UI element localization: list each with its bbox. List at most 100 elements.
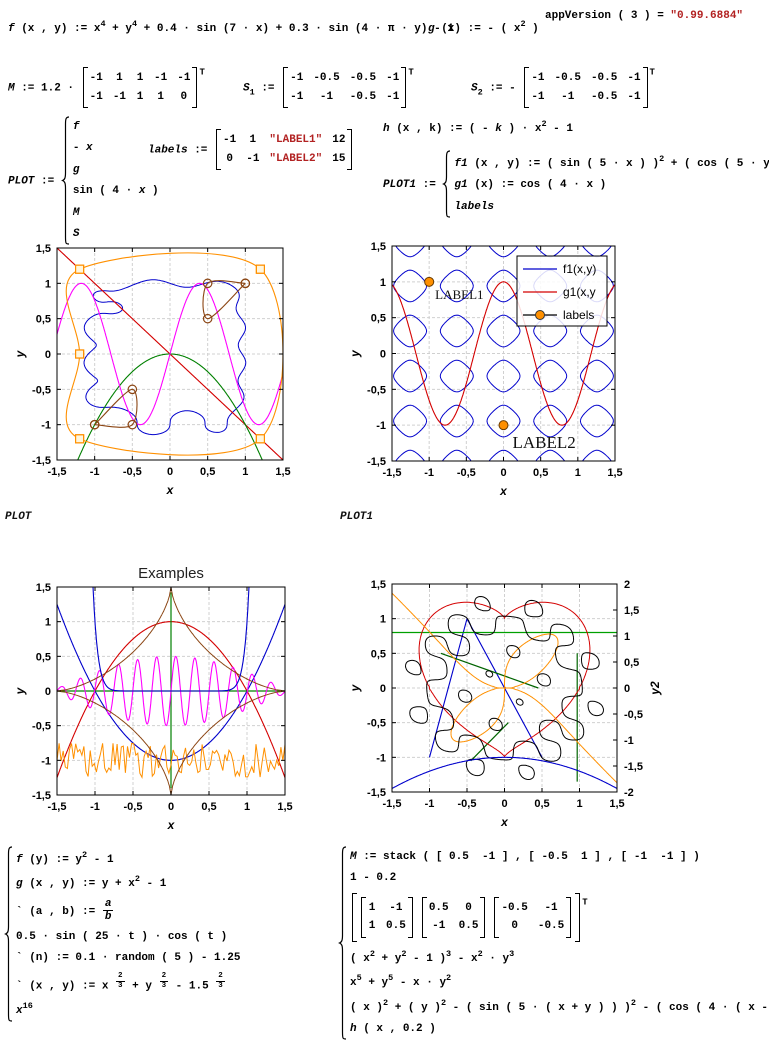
- x-tick-label: 1,5: [609, 798, 624, 810]
- y-tick-label: -1,5: [367, 787, 386, 799]
- matrix-grid: -1 1 "LABEL1" 12 0 -1 "LABEL2" 15: [223, 132, 345, 167]
- superscript: 2: [446, 973, 452, 983]
- legend-entry-label: labels: [563, 308, 594, 322]
- superscript: 16: [22, 1000, 33, 1011]
- math-variable: f1: [454, 157, 468, 170]
- formula-S2-matrix[interactable]: S2 := - -1 -0.5 -0.5 -1 -1 -1 -0.5 -1 T: [471, 66, 655, 109]
- curve-f-contour: [83, 279, 247, 436]
- x-tick-label: 1,5: [607, 467, 622, 479]
- superscript: 5: [356, 973, 362, 983]
- y-tick-label: 1,5: [371, 241, 386, 253]
- matrix: 0.5 0 -1 0.5: [421, 896, 486, 938]
- x-tick-label: -1: [90, 466, 100, 478]
- system-group: M := stack ( [ 0.5 -1 ] , [ -0.5 1 ] , […: [338, 846, 769, 1040]
- transpose-superscript: T: [408, 67, 414, 78]
- x-tick-label: -0,5: [124, 801, 143, 813]
- math-text: ( x , 0.2 ): [356, 1023, 436, 1035]
- x-tick-label: 1,5: [275, 466, 290, 478]
- math-variable: x: [138, 185, 146, 197]
- formula-labels-matrix[interactable]: labels := -1 1 "LABEL1" 12 0 -1 "LABEL2" 15: [148, 128, 354, 171]
- series-matrix-segments: [440, 652, 578, 782]
- y2-tick-label: 0,5: [624, 657, 639, 669]
- math-text: -: [72, 142, 87, 154]
- y-tick-label: -1,5: [32, 790, 51, 802]
- matrix-cell: 1: [136, 90, 144, 103]
- plot-PLOT[interactable]: -1,5 -1 -0,5 0 0,5 1 1,5 -1,5 -1 -0,5 0 0,5 1 1,5 x y: [12, 238, 332, 530]
- series-f-contour: [83, 279, 247, 436]
- system-line: M := stack ( [ 0.5 -1 ] , [ -0.5 1 ] , […: [350, 846, 769, 868]
- marker-circle: [240, 278, 251, 289]
- math-variable: h: [350, 1023, 357, 1035]
- curve-sin-4x: [57, 282, 283, 426]
- system-brace: [442, 150, 451, 218]
- matrix-cell: -1: [290, 72, 304, 84]
- brace-icon: [442, 150, 451, 218]
- plot-PLOT1[interactable]: LABEL1 LABEL2 -1,5 -1 -0,5 0 0,5 1 1,5 -1,5 -1 -0,5…: [348, 238, 668, 530]
- matrix-cell: -1: [89, 90, 103, 103]
- math-text: :=: [34, 175, 61, 188]
- math-variable: h: [383, 123, 390, 135]
- matrix-cell: 1: [249, 134, 257, 146]
- matrix-cell: -1: [531, 72, 545, 84]
- y-tick-label: 0: [45, 349, 51, 361]
- formula-f-definition[interactable]: f (x , y) := x4 + y4 + 0.4 · sin (7 · x)…: [8, 18, 454, 38]
- math-text: + 0.4 · sin (7 · x) + 0.3 · sin (4 · π ·…: [137, 23, 454, 35]
- x-tick-label: -1,5: [48, 466, 67, 478]
- x-tick-label: 0: [168, 801, 174, 813]
- math-text: 2: [218, 971, 223, 980]
- formula-PLOT-system[interactable]: PLOT := f- x g sin ( 4 · x ) M S: [8, 116, 159, 245]
- formula-appversion[interactable]: appVersion ( 3 ) = "0.99.6884": [545, 8, 743, 25]
- spline-S-triangles: [94, 388, 138, 428]
- math-text: x: [350, 977, 357, 989]
- series-S-triangles: [89, 278, 251, 430]
- matrix-cell: 0: [465, 901, 472, 914]
- system-line: 1 - 0.2: [350, 868, 769, 890]
- y-tick-label: -0,5: [367, 384, 386, 396]
- superscript: 2: [630, 997, 636, 1008]
- formula-PLOT1-system[interactable]: PLOT1 := f1 (x , y) := ( sin ( 5 · x ) )…: [383, 150, 769, 218]
- y-axis-label: y: [13, 349, 27, 358]
- system-line: x5 + y5 - x · y2: [350, 970, 769, 995]
- formula-g-definition[interactable]: g (x) := - ( x2 ): [428, 18, 539, 38]
- formula-M-matrix[interactable]: M := 1.2 · -1 1 1 -1 -1 -1 -1 1 1 0 T: [8, 66, 205, 109]
- math-text: := -: [482, 82, 523, 95]
- math-text: 3: [161, 981, 167, 990]
- superscript: 3: [509, 948, 515, 959]
- math-variable: f: [72, 120, 80, 133]
- brace-icon: [4, 846, 13, 1022]
- y-tick-label: -1,5: [32, 455, 51, 467]
- system-line: S: [73, 224, 159, 246]
- math-variable: f: [8, 23, 15, 35]
- y2-axis-label: y2: [648, 681, 662, 696]
- fraction-numerator: 2: [159, 972, 169, 982]
- plot-examples[interactable]: -1,5 -1 -0,5 0 0,5 1 1,5 -1,5 -1 -0,5 0 0,5 1 1,5 x y Ex…: [12, 556, 332, 848]
- x-tick-label: -1,5: [383, 467, 402, 479]
- brace-icon: [60, 116, 69, 245]
- system-brace: [60, 116, 70, 245]
- system-line: - x: [73, 138, 159, 160]
- system-line: g1 (x) := cos ( 4 · x ): [454, 175, 769, 197]
- matrix-cell: -1: [544, 901, 558, 914]
- y-tick-label: 0: [380, 683, 386, 695]
- system-line: g: [73, 159, 159, 181]
- formula-h-definition[interactable]: h (x , k) := ( - k ) · x2 - 1: [383, 118, 573, 138]
- system-line: f1 (x , y) := ( sin ( 5 · x ) )2 + ( cos…: [454, 150, 769, 175]
- matrix-cell: "LABEL1": [269, 132, 322, 149]
- matrix-cell: -0.5: [590, 72, 618, 84]
- marker-circle: [202, 313, 213, 324]
- y-tick-label: -1: [376, 420, 386, 432]
- math-variable: S: [471, 82, 478, 95]
- math-text: - 1.5: [169, 980, 216, 993]
- math-text: ` (n) := 0.1 · random ( 5 ) - 1.25: [16, 952, 241, 965]
- y2-tick-label: -2: [624, 787, 634, 799]
- formula-S1-matrix[interactable]: S1 := -1 -0.5 -0.5 -1 -1 -1 -0.5 -1 T: [243, 66, 414, 109]
- matrix: -1 1 1 -1 -1 -1 -1 1 1 0: [82, 67, 198, 108]
- y-tick-label: -0,5: [32, 721, 51, 733]
- formula-examples-right-system[interactable]: M := stack ( [ 0.5 -1 ] , [ -0.5 1 ] , […: [338, 846, 769, 1040]
- point-label-text: LABEL1: [435, 287, 483, 302]
- plot-dual-axis[interactable]: -1,5 -1 -0,5 0 0,5 1 1,5 -1,5 -1 -0,5 0 0,5 1 1,5 2 1,5…: [348, 556, 688, 848]
